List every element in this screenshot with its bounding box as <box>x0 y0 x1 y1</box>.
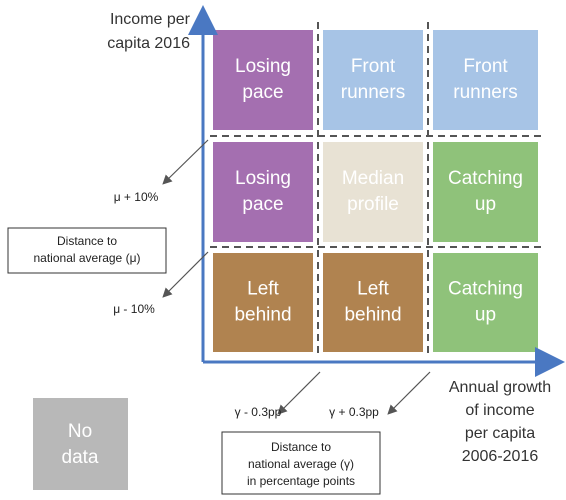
note-text: in percentage points <box>247 474 355 488</box>
cell-label: Left <box>357 279 389 300</box>
arrow <box>387 371 431 415</box>
cell-label: pace <box>242 194 283 215</box>
cell-label: profile <box>347 194 399 215</box>
threshold-label: μ + 10% <box>114 190 159 204</box>
cell-label: Front <box>351 56 396 77</box>
cell-label: Front <box>463 56 508 77</box>
arrows <box>162 139 431 415</box>
threshold-label: μ - 10% <box>113 302 155 316</box>
dividers <box>210 22 545 358</box>
cell-label: Catching <box>448 279 523 300</box>
cell-label: behind <box>344 305 401 326</box>
cell-label: runners <box>341 82 405 103</box>
cell-label: behind <box>234 305 291 326</box>
arrow <box>277 371 321 415</box>
cell <box>213 30 313 130</box>
cell <box>433 30 538 130</box>
note-text: Distance to <box>271 440 331 454</box>
x-axis-label: Annual growth <box>449 379 551 396</box>
arrow <box>162 251 209 298</box>
y-axis-label: capita 2016 <box>107 35 190 52</box>
cell-label: runners <box>453 82 517 103</box>
x-axis-label: per capita <box>465 425 535 442</box>
cell-label: Left <box>247 279 279 300</box>
note-box <box>7 227 167 274</box>
no-data-text: No <box>68 421 92 442</box>
arrow <box>162 139 209 185</box>
cell-label: Losing <box>235 168 291 189</box>
threshold-label: γ - 0.3pp <box>235 405 282 419</box>
cell-label: Catching <box>448 168 523 189</box>
cell-label: pace <box>242 82 283 103</box>
cell-label: Losing <box>235 56 291 77</box>
cell <box>213 253 313 352</box>
cell <box>323 30 423 130</box>
note-text: Distance to <box>57 234 117 248</box>
cell-label: up <box>475 194 496 215</box>
no-data-box <box>33 398 128 490</box>
cell-label: Median <box>342 168 404 189</box>
cell <box>323 253 423 352</box>
matrix: Losing pace Front runners Front runners Losing… <box>213 30 538 352</box>
cell <box>433 253 538 352</box>
x-axis-label: 2006-2016 <box>462 448 539 465</box>
no-data-text: data <box>62 447 99 468</box>
cell <box>323 142 423 242</box>
cell <box>433 142 538 242</box>
x-axis-label: of income <box>465 402 534 419</box>
y-axis-label: Income per <box>110 11 191 28</box>
note-text: national average (μ) <box>34 251 141 265</box>
cell-label: up <box>475 305 496 326</box>
note-text: national average (γ) <box>248 457 354 471</box>
note-box <box>221 431 381 495</box>
threshold-label: γ + 0.3pp <box>329 405 379 419</box>
cell <box>213 142 313 242</box>
